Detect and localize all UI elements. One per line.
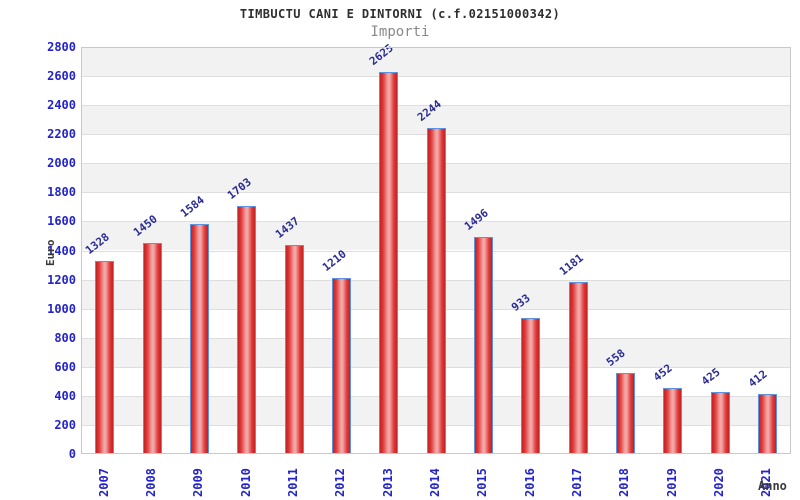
bar (521, 318, 541, 454)
x-tick-label: 2020 (712, 468, 726, 497)
bar (663, 388, 683, 454)
bar (473, 236, 493, 454)
y-tick-label: 200 (54, 417, 76, 432)
y-tick-label: 1200 (47, 272, 76, 287)
x-tick-label: 2011 (286, 468, 300, 497)
y-tick-label: 400 (54, 388, 76, 403)
x-tick-label: 2013 (380, 468, 395, 497)
y-tick-label: 1000 (47, 301, 76, 316)
x-tick-label: 2010 (238, 468, 253, 497)
gridline (81, 76, 791, 78)
bar (189, 223, 209, 454)
bar (757, 394, 777, 454)
bar (95, 260, 115, 454)
y-tick-label: 1600 (47, 214, 76, 229)
bar (284, 245, 304, 454)
x-axis-label: Anno (758, 479, 787, 493)
plot-band (81, 47, 791, 77)
x-tick-label: 2015 (475, 468, 490, 497)
plot-area: 1328 1450 1584 1703 1437 1210 2625 2244 1496 933 1… (81, 42, 791, 454)
x-tick-label: 2014 (428, 468, 442, 497)
x-tick-label: 2007 (96, 468, 111, 497)
x-tick-label: 2016 (522, 468, 537, 497)
y-tick-label: 2400 (47, 98, 76, 113)
y-tick-label: 0 (68, 447, 76, 461)
bar (142, 243, 162, 454)
y-tick-label: 2200 (47, 127, 76, 142)
y-tick-label: 1800 (47, 185, 76, 200)
plot-band (81, 76, 791, 106)
bar (426, 127, 446, 454)
bar (615, 372, 635, 454)
y-tick-label: 600 (54, 359, 76, 374)
y-axis-label: Euro (44, 239, 57, 267)
bar (568, 282, 588, 454)
chart-subtitle: Importi (370, 24, 430, 40)
bar (237, 206, 257, 454)
x-tick-label: 2012 (333, 468, 348, 497)
bar (379, 72, 399, 454)
x-tick-label: 2018 (617, 468, 632, 497)
x-tick-label: 2017 (570, 468, 584, 497)
x-tick-label: 2009 (191, 468, 206, 497)
x-tick-label: 2008 (144, 468, 158, 497)
bar (331, 278, 351, 454)
x-tick-label: 2019 (664, 468, 679, 497)
y-tick-label: 2000 (47, 156, 76, 171)
chart-title: TIMBUCTU CANI E DINTORNI (c.f.0215100034… (239, 7, 561, 21)
y-tick-label: 2600 (47, 69, 76, 84)
bar (710, 392, 730, 454)
y-tick-label: 800 (54, 330, 76, 345)
y-tick-label: 2800 (47, 40, 76, 54)
y-tick-label: 1400 (47, 243, 76, 258)
gridline (81, 105, 791, 107)
